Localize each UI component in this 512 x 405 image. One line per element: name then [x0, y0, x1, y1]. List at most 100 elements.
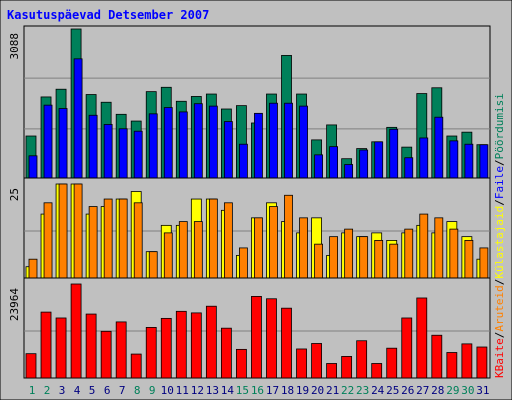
- bar-bytes-series0-day-26: [401, 317, 413, 379]
- bar-bytes-series0-day-14: [220, 327, 232, 379]
- legend-item: Aruteid: [493, 285, 506, 331]
- bar-sites-series1-day-20: [314, 243, 323, 279]
- bar-sites-series1-day-21: [329, 236, 339, 279]
- bar-bytes-series0-day-9: [145, 326, 157, 379]
- bar-sites-series1-day-22: [344, 228, 354, 279]
- bar-hits-series1-day-12: [193, 103, 203, 179]
- bar-sites-series1-day-24: [374, 239, 384, 279]
- bar-sites-series1-day-29: [449, 228, 459, 279]
- day-label-20: 20: [311, 384, 324, 397]
- bar-hits-series1-day-18: [284, 102, 293, 179]
- panel-hits: 3088: [8, 25, 491, 179]
- day-label-8: 8: [134, 384, 141, 397]
- legend-separator: /: [493, 279, 506, 286]
- bar-sites-series1-day-14: [223, 202, 233, 279]
- bar-sites-series1-day-5: [88, 206, 98, 279]
- bar-hits-series1-day-3: [58, 108, 68, 179]
- bar-bytes-series0-day-20: [311, 343, 322, 379]
- bar-bytes-series0-day-22: [341, 356, 353, 379]
- bar-hits-series1-day-11: [178, 111, 188, 179]
- x-axis-day-labels: 1 2 3 4 5 6 7 8 9 10 11 12 13 14 15 16 17 18 19 20 21 22 23 24 2…: [29, 384, 490, 397]
- bar-hits-series1-day-2: [43, 104, 53, 179]
- bar-bytes-series0-day-15: [236, 348, 247, 379]
- bar-bytes-series0-day-23: [356, 340, 368, 379]
- day-label-11: 11: [176, 384, 189, 397]
- chart-panels: 3088 25 23964: [8, 25, 491, 379]
- day-label-10: 10: [161, 384, 174, 397]
- bar-bytes-series0-day-30: [461, 343, 473, 379]
- bar-sites-series1-day-18: [284, 194, 293, 279]
- day-label-24: 24: [371, 384, 385, 397]
- day-label-23: 23: [356, 384, 369, 397]
- bar-hits-series1-day-1: [28, 155, 38, 179]
- bar-bytes-series0-day-11: [175, 310, 187, 379]
- y-max-label: 25: [8, 188, 21, 201]
- bar-hits-series1-day-17: [269, 102, 278, 179]
- bar-bytes-series0-day-1: [25, 353, 37, 379]
- panel-bytes: 23964: [8, 277, 491, 379]
- day-label-4: 4: [74, 384, 81, 397]
- bar-hits-series1-day-13: [208, 105, 218, 179]
- day-label-13: 13: [206, 384, 219, 397]
- y-max-label: 3088: [8, 33, 21, 60]
- bar-bytes-series0-day-3: [55, 317, 67, 379]
- day-label-7: 7: [119, 384, 126, 397]
- bar-bytes-series0-day-31: [476, 346, 488, 379]
- bar-sites-series1-day-4: [73, 183, 83, 279]
- bar-bytes-series0-day-17: [266, 298, 277, 379]
- bar-hits-series1-day-22: [344, 164, 354, 179]
- day-label-1: 1: [29, 384, 36, 397]
- legend-separator: /: [493, 332, 506, 339]
- day-label-6: 6: [104, 384, 111, 397]
- bar-hits-series1-day-24: [374, 141, 384, 179]
- day-label-22: 22: [341, 384, 354, 397]
- legend-separator: /: [493, 159, 506, 166]
- bar-hits-series1-day-15: [239, 143, 248, 179]
- day-label-15: 15: [236, 384, 249, 397]
- bar-sites-series1-day-10: [163, 232, 173, 279]
- legend-text: KBaite/Aruteid/Külastajaid/Faile/Pöördum…: [493, 93, 506, 378]
- bar-hits-series1-day-4: [73, 58, 83, 179]
- bar-hits-series1-day-14: [223, 121, 233, 179]
- bar-hits-series1-day-9: [148, 113, 158, 179]
- bar-sites-series1-day-31: [479, 247, 489, 279]
- bar-hits-series1-day-28: [434, 116, 444, 179]
- day-label-12: 12: [191, 384, 204, 397]
- day-label-26: 26: [401, 384, 414, 397]
- bar-hits-series1-day-26: [404, 157, 414, 179]
- bar-sites-series1-day-6: [103, 198, 113, 279]
- bar-hits-series1-day-29: [449, 140, 459, 179]
- bar-bytes-series0-day-6: [100, 330, 112, 379]
- bar-sites-series1-day-30: [464, 239, 474, 279]
- bar-sites-series1-day-28: [434, 217, 444, 279]
- bar-hits-series1-day-21: [329, 146, 339, 179]
- day-label-16: 16: [251, 384, 264, 397]
- bar-sites-series1-day-12: [193, 221, 203, 279]
- bar-bytes-series0-day-24: [371, 363, 383, 379]
- day-label-21: 21: [326, 384, 339, 397]
- legend-item: Faile: [493, 166, 506, 199]
- bar-sites-series1-day-15: [239, 247, 248, 279]
- y-max-label: 23964: [8, 288, 21, 321]
- bar-hits-series1-day-5: [88, 114, 98, 179]
- bar-sites-series1-day-27: [419, 213, 429, 279]
- bar-sites-series1-day-7: [118, 198, 128, 279]
- bar-bytes-series0-day-4: [70, 283, 82, 379]
- bar-bytes-series0-day-7: [115, 321, 127, 379]
- bar-sites-series1-day-8: [133, 202, 143, 279]
- bar-hits-series1-day-30: [464, 143, 474, 179]
- bar-hits-series1-day-7: [118, 128, 128, 179]
- day-label-27: 27: [416, 384, 429, 397]
- legend-item: KBaite: [493, 338, 506, 378]
- bar-hits-series1-day-25: [389, 128, 399, 179]
- bar-bytes-series0-day-21: [326, 363, 338, 379]
- bar-hits-series1-day-20: [314, 154, 323, 179]
- bar-bytes-series0-day-8: [130, 353, 142, 379]
- bar-sites-series1-day-17: [269, 206, 278, 279]
- bar-sites-series1-day-19: [299, 217, 308, 279]
- bar-bytes-series0-day-18: [281, 307, 292, 379]
- bar-bytes-series0-day-12: [190, 312, 202, 379]
- day-label-28: 28: [431, 384, 444, 397]
